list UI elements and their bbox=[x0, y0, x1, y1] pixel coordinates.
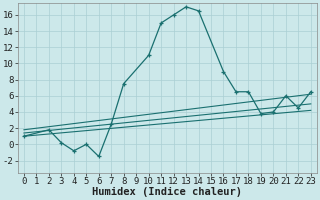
X-axis label: Humidex (Indice chaleur): Humidex (Indice chaleur) bbox=[92, 187, 242, 197]
